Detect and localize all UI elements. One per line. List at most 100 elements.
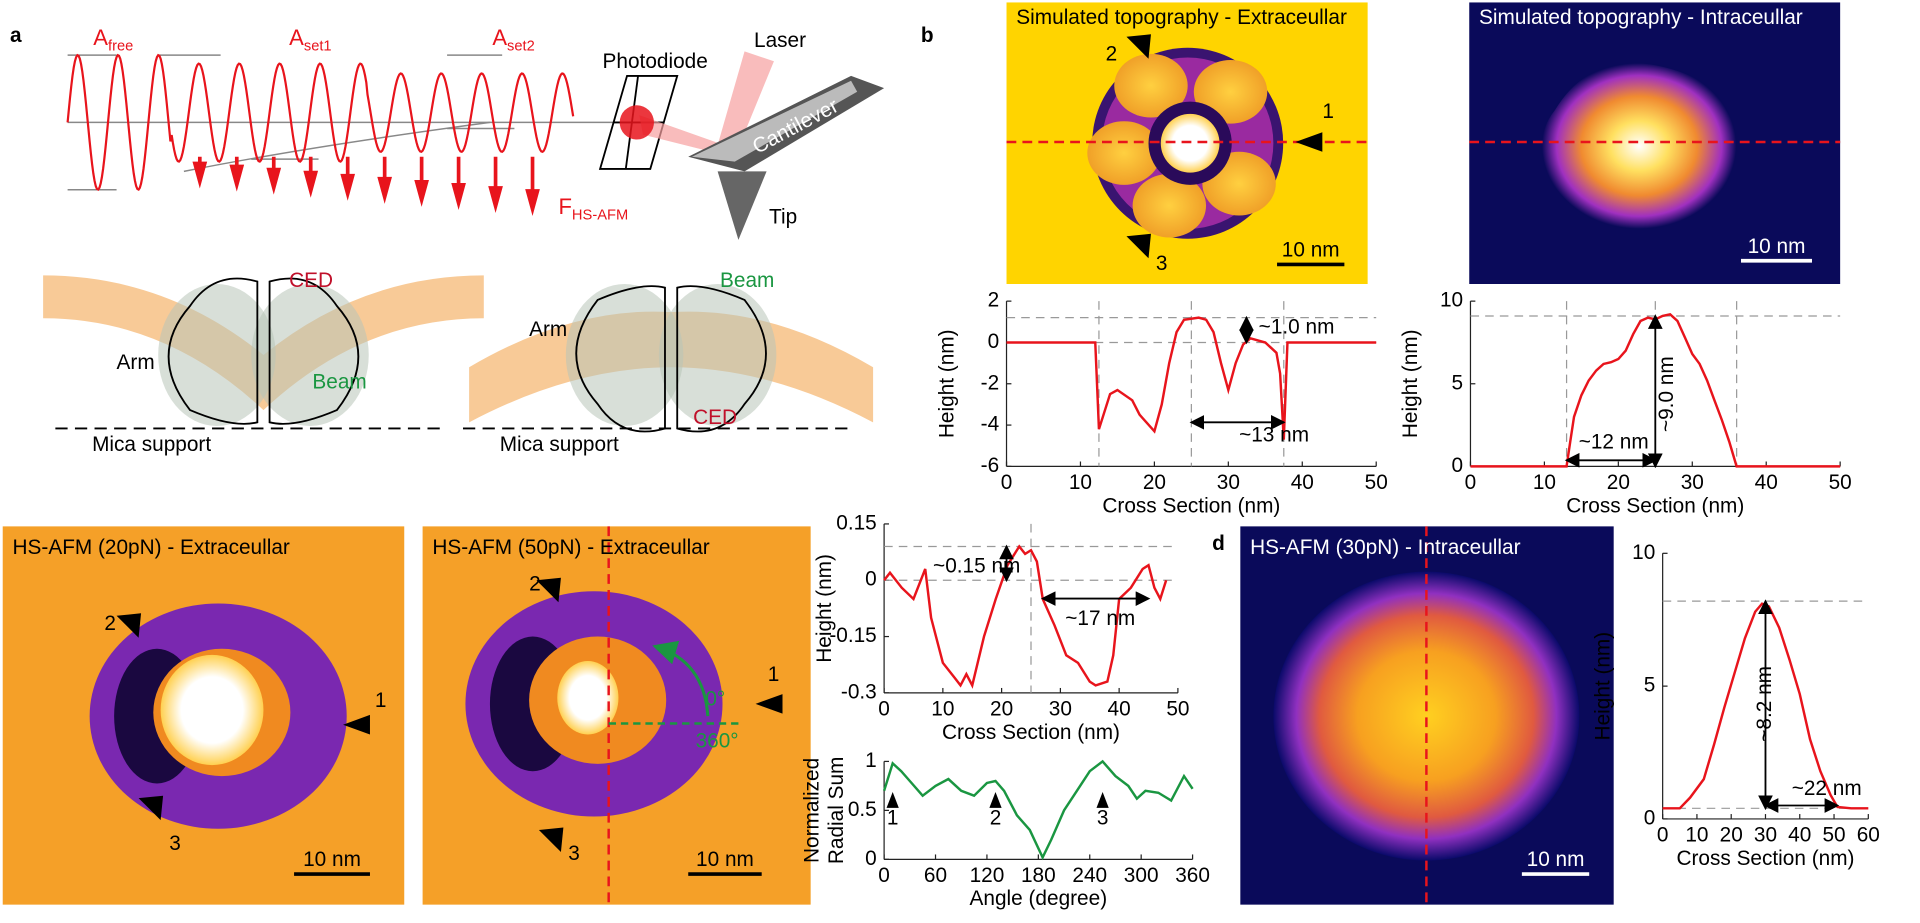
marker-label: 3 [169,832,181,855]
marker-arrow [538,827,564,852]
support-label: Mica support [500,433,619,456]
topography-lobe [1132,173,1207,238]
protein [658,284,777,426]
photodiode-label: Photodiode [603,50,708,73]
scale-bar-label: 10 nm [1282,238,1340,261]
marker-label: 3 [1156,252,1168,275]
angle-arrow [652,640,710,717]
model-label: CED [289,269,333,292]
marker-arrow [755,694,783,714]
x-tick-label: 180 [1021,864,1056,887]
image-title: HS-AFM (50pN) - Extraceullar [432,536,709,559]
protein [251,284,369,426]
y-axis-label: Height (nm) [935,329,958,438]
x-tick-label: 60 [924,864,947,887]
topography-lobe [1087,121,1161,185]
x-tick-label: 0 [1657,824,1669,847]
image-title: Simulated topography - Extraceullar [1016,6,1347,29]
y-tick-label: 2 [988,289,1000,312]
annotation: ~13 nm [1239,423,1309,446]
x-tick-label: 10 [1685,824,1708,847]
y-axis-label: Height (nm) [1399,329,1422,438]
y-tick-label: 10 [1632,541,1655,564]
x-tick-label: 10 [1069,471,1092,494]
tip-label: Tip [769,205,797,228]
x-axis-label: Cross Section (nm) [942,721,1120,744]
model-label: CED [693,406,737,429]
model-label: Arm [117,351,155,374]
marker-label: 1 [1322,100,1334,123]
y-tick-label: 0 [865,847,877,870]
laser-spot [619,105,654,140]
laser-beam [639,115,732,157]
scale-bar-label: 10 nm [696,848,754,871]
topography-body [1542,63,1737,229]
model-label: Beam [720,269,774,292]
force-arrow [451,156,466,210]
annotation: ~17 nm [1065,607,1135,630]
x-axis-label: Cross Section (nm) [1102,494,1280,517]
marker-arrow [116,613,142,638]
topography-body [1273,571,1580,861]
x-tick-label: 60 [1857,824,1880,847]
marker-arrow [1295,132,1323,152]
x-tick-label: 50 [1365,471,1388,494]
marker-label: 3 [568,842,580,865]
x-tick-label: 360 [1175,864,1210,887]
x-tick-label: 40 [1108,698,1131,721]
scale-bar-label: 10 nm [303,848,361,871]
membrane [43,275,484,411]
model-label: Beam [312,371,366,394]
approach-curve [183,121,491,173]
angle-label: 360° [696,729,739,752]
y-tick-label: -4 [981,413,1000,436]
peak-label: 2 [990,806,1002,829]
peak-marker [886,792,899,808]
force-arrow [192,156,208,189]
x-tick-label: 20 [1143,471,1166,494]
y-axis-label: Height (nm) [1591,632,1614,741]
center [557,661,619,735]
x-tick-label: 20 [1607,471,1630,494]
force-arrow [414,156,429,207]
y-tick-label: 0.5 [848,798,877,821]
x-tick-label: 10 [1533,471,1556,494]
oscillation [66,53,575,192]
laser-beam [716,51,774,157]
force-arrow [377,156,392,204]
y-tick-label: -0.3 [841,680,877,703]
y-tick-label: -6 [981,454,1000,477]
data-line [1006,316,1377,440]
marker-arrow [138,795,164,821]
panel-label: a [10,24,22,47]
x-tick-label: 240 [1072,864,1107,887]
x-tick-label: 40 [1755,471,1778,494]
force-label-symbol: F [558,194,571,219]
image-title: HS-AFM (30pN) - Intraceullar [1250,536,1520,559]
panel-label: d [1212,532,1225,555]
amplitude-label-subscript: set1 [304,38,332,54]
y-tick-label: 10 [1440,289,1463,312]
x-tick-label: 20 [1720,824,1743,847]
peak-marker [989,792,1002,808]
center [160,654,264,766]
amplitude-label-subscript: free [108,38,133,54]
x-tick-label: 10 [931,698,954,721]
x-axis-label: Cross Section (nm) [1566,494,1744,517]
x-tick-label: 300 [1124,864,1159,887]
y-tick-label: 0 [988,330,1000,353]
amplitude-label-symbol: A [289,25,304,50]
marker-label: 1 [768,663,780,686]
support-label: Mica support [92,433,211,456]
tip [717,171,767,240]
force-arrow [525,156,540,217]
x-axis-label: Angle (degree) [970,887,1108,910]
marker-label: 2 [104,612,116,635]
force-label: FHS-AFM [558,194,628,223]
x-tick-label: 30 [1049,698,1072,721]
amplitude-label-symbol: A [492,25,507,50]
amplitude-label: Afree [93,25,133,54]
amplitude-label: Aset2 [492,25,534,54]
protein [565,284,684,426]
